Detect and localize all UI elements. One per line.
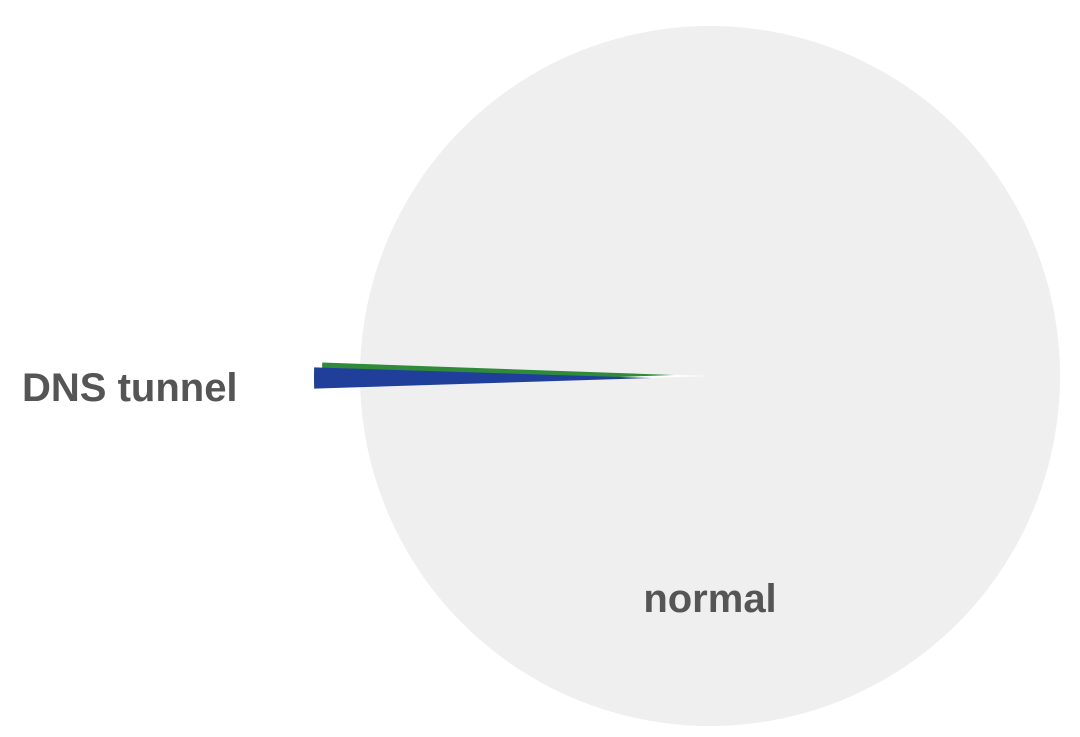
slice-label-normal: normal — [643, 577, 776, 621]
pie-slice-normal — [360, 26, 1060, 727]
pie-slice-dns-tunnel — [314, 367, 652, 389]
slice-label-dns-tunnel: DNS tunnel — [22, 366, 238, 410]
